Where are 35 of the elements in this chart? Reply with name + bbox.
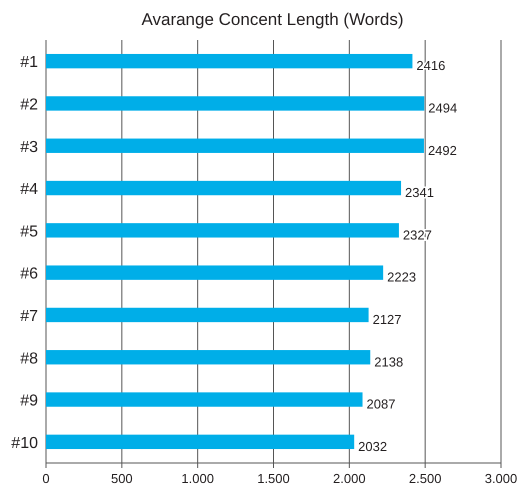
- bar: [46, 265, 384, 280]
- x-tick-label: 500: [110, 471, 133, 486]
- chart-title: Avarange Concent Length (Words): [141, 10, 404, 29]
- y-tick-label: #5: [20, 223, 38, 240]
- data-label: 2032: [358, 438, 388, 454]
- data-label: 2127: [372, 312, 402, 327]
- data-label: 2138: [374, 354, 404, 370]
- x-tick-label: 2.500: [408, 471, 442, 486]
- y-tick-label: #6: [20, 266, 38, 283]
- x-tick-label: 0: [42, 471, 50, 486]
- bar: [46, 54, 412, 68]
- x-tick-label: 3.000: [484, 471, 518, 486]
- x-tick-label: 1.500: [257, 471, 290, 486]
- y-tick-label: #7: [20, 308, 38, 325]
- data-label: 2494: [428, 100, 458, 116]
- y-tick-label: #2: [20, 96, 38, 114]
- y-tick-label: #10: [11, 434, 38, 452]
- bar: [46, 350, 370, 364]
- bar: [46, 434, 354, 450]
- data-label: 2087: [366, 396, 396, 412]
- y-tick-label: #8: [20, 350, 38, 368]
- y-tick-label: #9: [20, 392, 38, 410]
- bar: [46, 308, 369, 322]
- bar: [46, 96, 424, 111]
- bar: [46, 180, 402, 196]
- y-tick-label: #4: [20, 181, 38, 198]
- data-label: 2223: [387, 270, 416, 285]
- y-tick-label: #1: [20, 54, 38, 72]
- bar: [46, 138, 424, 153]
- data-label: 2492: [428, 142, 457, 158]
- x-tick-label: 1.000: [181, 471, 214, 486]
- y-tick-label: #3: [20, 138, 38, 156]
- bar: [46, 392, 363, 407]
- bar: [46, 223, 399, 238]
- x-tick-label: 2.000: [333, 471, 366, 486]
